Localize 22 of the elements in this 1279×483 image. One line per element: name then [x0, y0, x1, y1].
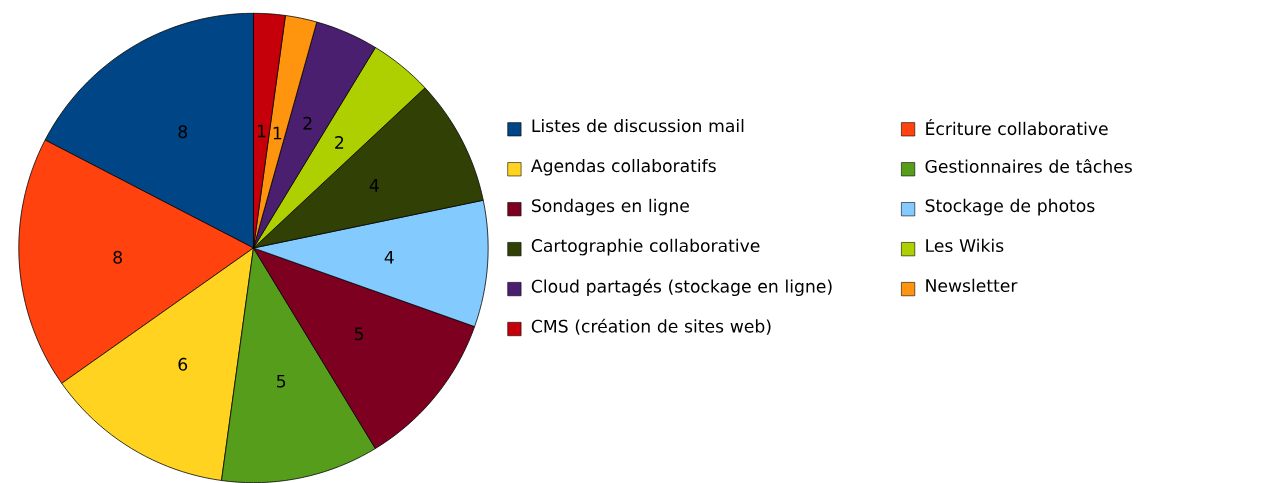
- legend-label: Cloud partagés (stockage en ligne): [531, 278, 832, 297]
- data-label: 2: [335, 135, 344, 149]
- data-label: 8: [178, 125, 188, 139]
- data-label: 5: [354, 327, 364, 341]
- data-label: 8: [113, 250, 122, 264]
- legend-label: Les Wikis: [926, 238, 1004, 253]
- legend-label: Newsletter: [926, 278, 1018, 292]
- legend-label: CMS (création de sites web): [531, 318, 771, 335]
- data-label: 6: [178, 357, 188, 371]
- data-label: 2: [303, 116, 312, 130]
- data-label: 1: [257, 124, 266, 138]
- data-label: 4: [384, 250, 394, 264]
- legend-label: Stockage de photos: [925, 198, 1095, 216]
- legend-label: Listes de discussion mail: [532, 118, 744, 133]
- data-label: 5: [277, 374, 286, 388]
- legend-label: Écriture collaborative: [926, 118, 1108, 136]
- data-label: 4: [369, 179, 379, 192]
- legend-label: Sondages en ligne: [532, 198, 689, 216]
- legend-label: Agendas collaboratifs: [531, 158, 716, 176]
- legend-label: Cartographie collaborative: [531, 238, 760, 256]
- data-label: 1: [273, 126, 282, 140]
- legend-label: Gestionnaires de tâches: [925, 158, 1132, 173]
